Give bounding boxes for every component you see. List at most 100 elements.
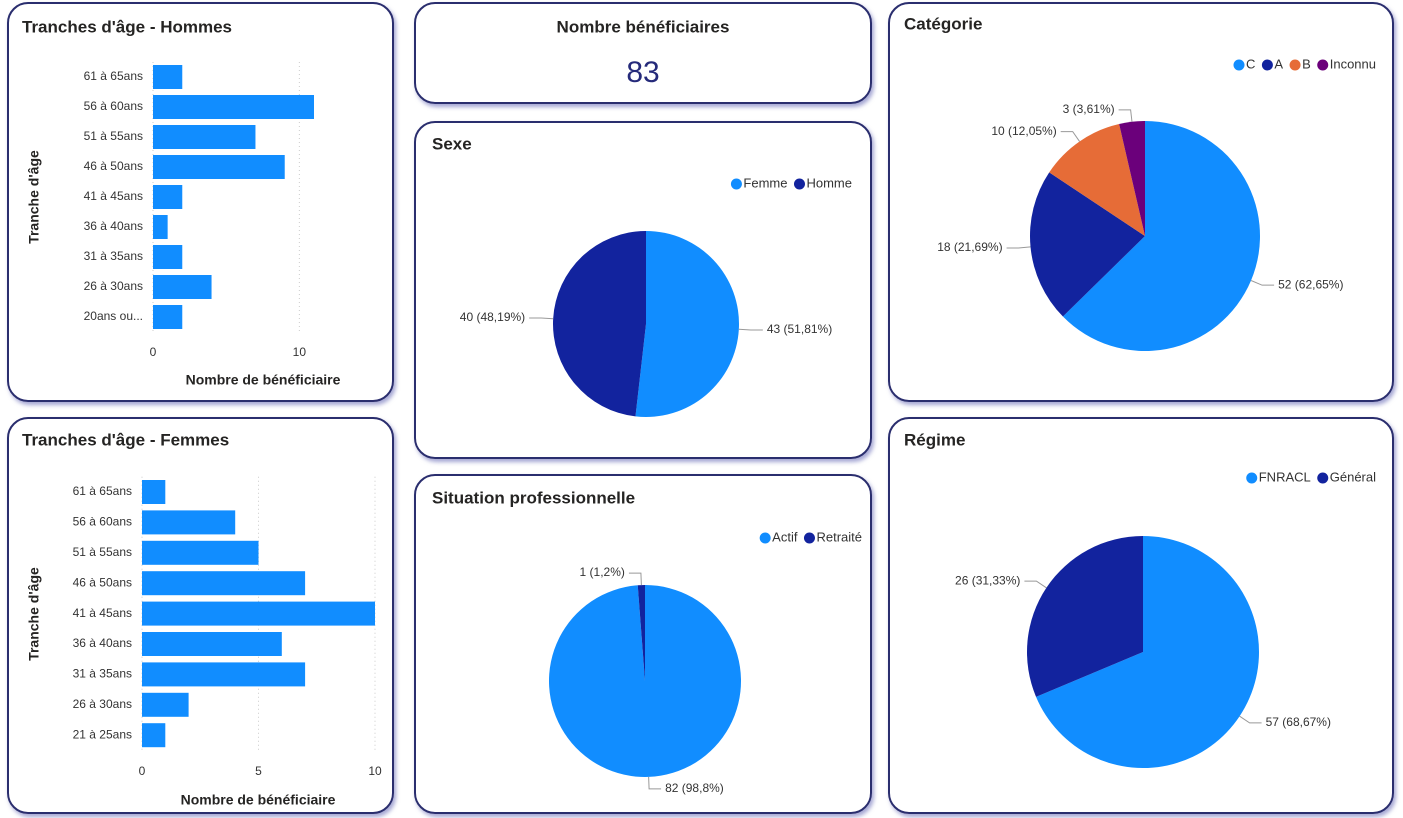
bar [142, 723, 166, 748]
data-label: 3 (3,61%) [1063, 102, 1115, 116]
bar [153, 245, 183, 269]
bar [142, 480, 166, 504]
x-axis-label: Nombre de bénéficiaire [181, 792, 336, 808]
data-label: 57 (68,67%) [1266, 715, 1331, 729]
y-tick-label: 61 à 65ans [84, 69, 143, 83]
legend-marker [759, 532, 771, 544]
y-tick-label: 46 à 50ans [73, 575, 132, 589]
y-axis-label: Tranche d'âge [26, 567, 42, 661]
bar [153, 215, 168, 239]
data-label: 18 (21,69%) [937, 240, 1002, 254]
legend: C A B Inconnu [1233, 56, 1376, 71]
legend-marker [1317, 472, 1329, 484]
legend-marker [793, 178, 805, 190]
y-tick-label: 61 à 65ans [73, 484, 132, 498]
data-label: 26 (31,33%) [955, 573, 1020, 587]
leader-line [1118, 109, 1133, 122]
legend-label: Homme [806, 175, 852, 190]
y-tick-label: 36 à 40ans [84, 219, 143, 233]
bar [142, 510, 236, 535]
legend-label: C [1246, 56, 1255, 71]
legend-marker [1317, 59, 1329, 71]
legend-marker [1261, 59, 1273, 71]
y-tick-label: 26 à 30ans [73, 697, 132, 711]
bar [153, 95, 314, 119]
chart-title: Catégorie [904, 14, 982, 33]
chart-title: Régime [904, 430, 965, 449]
y-tick-label: 56 à 60ans [73, 515, 132, 529]
leader-line [1250, 280, 1275, 286]
leader-line [1060, 131, 1080, 142]
pie-slice [1119, 121, 1145, 236]
y-tick-label: 46 à 50ans [84, 159, 143, 173]
leader-line [529, 317, 554, 320]
chart-title: Situation professionnelle [432, 488, 635, 507]
bar [142, 692, 189, 717]
bar [153, 65, 183, 89]
y-tick-label: 56 à 60ans [84, 99, 143, 113]
x-tick-label: 10 [368, 764, 382, 778]
legend: FNRACL Général [1246, 469, 1376, 484]
y-tick-label: 41 à 45ans [73, 606, 132, 620]
bar [142, 662, 306, 687]
leader-line [1006, 246, 1031, 249]
legend-label: FNRACL [1259, 469, 1311, 484]
pie-slice [1036, 536, 1259, 768]
chart-title: Tranches d'âge - Hommes [22, 17, 232, 36]
pie-slice [635, 231, 740, 417]
legend: Actif Retraité [759, 529, 862, 544]
y-tick-label: 20ans ou... [84, 309, 143, 323]
leader-line [1239, 715, 1262, 724]
chart-title: Tranches d'âge - Femmes [22, 430, 229, 449]
x-tick-label: 0 [150, 345, 157, 359]
legend-label: Inconnu [1330, 56, 1376, 71]
pie-slice [1029, 172, 1145, 317]
data-label: 40 (48,19%) [460, 310, 525, 324]
y-tick-label: 41 à 45ans [84, 189, 143, 203]
data-label: 10 (12,05%) [991, 124, 1056, 138]
pie-slice [549, 585, 742, 777]
leader-line [628, 572, 642, 586]
y-tick-label: 26 à 30ans [84, 279, 143, 293]
x-tick-label: 5 [255, 764, 262, 778]
y-tick-label: 31 à 35ans [73, 667, 132, 681]
panel [414, 2, 872, 104]
legend-marker [803, 532, 815, 544]
chart-title: Sexe [432, 134, 472, 153]
data-label: 52 (62,65%) [1278, 277, 1343, 291]
legend-label: Actif [772, 529, 798, 544]
leader-line [1024, 580, 1047, 589]
data-label: 43 (51,81%) [767, 322, 832, 336]
y-tick-label: 51 à 55ans [73, 545, 132, 559]
legend-marker [1246, 472, 1258, 484]
y-tick-label: 21 à 25ans [73, 727, 132, 741]
bar [142, 540, 259, 565]
bar [142, 571, 306, 596]
legend-label: A [1274, 56, 1283, 71]
x-tick-label: 10 [293, 345, 307, 359]
leader-line [648, 776, 662, 790]
bar [153, 125, 256, 149]
card-value: 83 [626, 56, 659, 89]
bar [153, 185, 183, 209]
y-axis-label: Tranche d'âge [26, 150, 42, 244]
y-tick-label: 51 à 55ans [84, 129, 143, 143]
bar [142, 601, 375, 626]
pie-slice [553, 231, 646, 417]
pie-slice [1062, 121, 1260, 351]
y-tick-label: 31 à 35ans [84, 249, 143, 263]
leader-line [738, 328, 763, 331]
pie-slice [637, 585, 645, 681]
y-tick-label: 36 à 40ans [73, 636, 132, 650]
legend-label: B [1302, 56, 1311, 71]
pie-slice [1049, 123, 1145, 236]
x-axis-label: Nombre de bénéficiaire [186, 372, 341, 388]
legend-marker [730, 178, 742, 190]
legend: Femme Homme [730, 175, 852, 190]
panel [7, 2, 394, 402]
legend-label: Femme [743, 175, 787, 190]
legend-marker [1289, 59, 1301, 71]
bar [142, 632, 282, 656]
